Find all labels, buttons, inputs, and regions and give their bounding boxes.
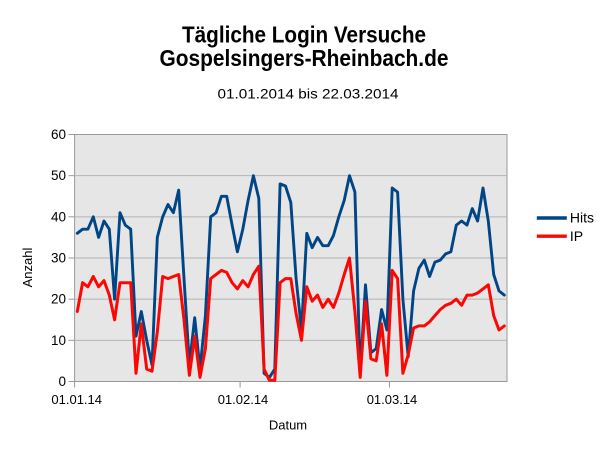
svg-text:0: 0	[58, 374, 66, 389]
svg-text:30: 30	[51, 251, 66, 266]
svg-text:IP: IP	[570, 228, 583, 244]
svg-text:10: 10	[51, 333, 66, 348]
svg-text:Gospelsingers-Rheinbach.de: Gospelsingers-Rheinbach.de	[160, 45, 449, 71]
svg-text:01.01.2014 bis 22.03.2014: 01.01.2014 bis 22.03.2014	[218, 86, 399, 102]
svg-text:01.03.14: 01.03.14	[367, 392, 418, 407]
svg-text:40: 40	[51, 209, 66, 224]
svg-text:50: 50	[51, 168, 66, 183]
svg-text:01.01.14: 01.01.14	[51, 392, 102, 407]
svg-text:Hits: Hits	[570, 210, 594, 226]
svg-text:Anzahl: Anzahl	[20, 248, 35, 288]
svg-text:20: 20	[51, 292, 66, 307]
svg-text:60: 60	[51, 127, 66, 142]
svg-text:01.02.14: 01.02.14	[218, 392, 269, 407]
svg-text:Datum: Datum	[269, 418, 307, 433]
svg-text:Tägliche Login Versuche: Tägliche Login Versuche	[182, 22, 426, 48]
